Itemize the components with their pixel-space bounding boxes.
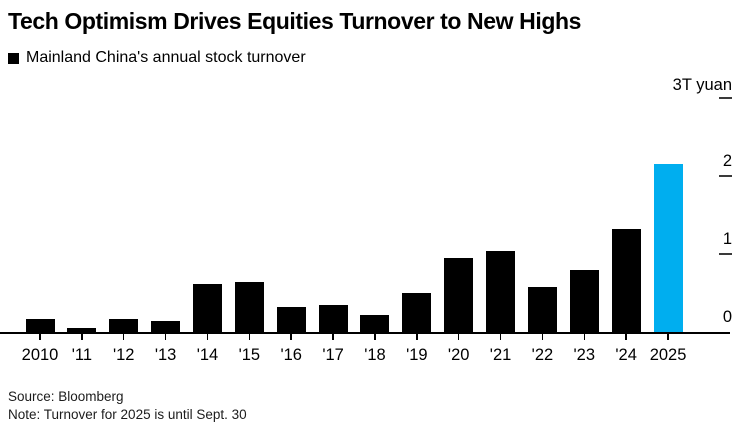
- x-tick-11: [81, 333, 83, 340]
- x-tick-16: [290, 333, 292, 340]
- note-text: Note: Turnover for 2025 is until Sept. 3…: [8, 407, 247, 422]
- bar-17: [318, 304, 348, 333]
- bar-15: [234, 281, 264, 333]
- x-tick-17: [332, 333, 334, 340]
- x-tick-13: [164, 333, 167, 340]
- x-label-23: '23: [573, 346, 596, 364]
- x-tick-19: [416, 333, 418, 340]
- x-label-18: '18: [364, 346, 386, 364]
- bar-19: [402, 293, 432, 333]
- y-axis-unit-label: 3T yuan: [672, 76, 732, 94]
- bar-18: [360, 315, 390, 333]
- footnotes: Source: Bloomberg Note: Turnover for 202…: [8, 388, 247, 424]
- bar-2025: [653, 163, 683, 333]
- x-tick-24: [625, 333, 627, 340]
- x-label-17: '17: [322, 346, 344, 364]
- x-tick-2010: [39, 333, 41, 340]
- x-tick-20: [457, 333, 460, 340]
- bar-21: [486, 251, 516, 333]
- x-label-19: '19: [406, 346, 428, 364]
- x-axis-line: [0, 332, 730, 334]
- bar-14: [192, 283, 222, 333]
- x-label-12: '12: [112, 346, 135, 364]
- bar-23: [569, 269, 599, 333]
- bar-16: [276, 307, 306, 333]
- x-tick-14: [206, 333, 209, 340]
- y-tick-dash-3: [719, 97, 732, 99]
- x-tick-22: [541, 333, 544, 340]
- legend-label: Mainland China's annual stock turnover: [26, 49, 306, 66]
- x-tick-18: [374, 333, 376, 340]
- source-text: Source: Bloomberg: [8, 389, 124, 404]
- legend: Mainland China's annual stock turnover: [8, 49, 306, 67]
- x-label-15: '15: [238, 346, 261, 364]
- x-label-16: '16: [280, 346, 302, 364]
- x-tick-2025: [667, 333, 669, 340]
- x-tick-21: [499, 333, 502, 340]
- x-label-21: '21: [489, 346, 512, 364]
- x-label-14: '14: [196, 346, 219, 364]
- y-tick-label-1: 1: [722, 230, 732, 248]
- x-label-20: '20: [447, 346, 470, 364]
- x-tick-12: [122, 333, 125, 340]
- x-label-2010: 2010: [21, 346, 59, 364]
- bar-11: [67, 327, 97, 333]
- chart-title: Tech Optimism Drives Equities Turnover t…: [8, 8, 582, 34]
- y-tick-label-2: 2: [722, 152, 732, 170]
- legend-swatch-icon: [8, 52, 19, 64]
- x-label-22: '22: [531, 346, 554, 364]
- bar-24: [611, 229, 641, 333]
- x-label-2025: 2025: [649, 346, 687, 364]
- bar-20: [444, 258, 474, 333]
- x-label-13: '13: [154, 346, 177, 364]
- x-label-11: '11: [71, 346, 92, 364]
- x-tick-15: [248, 333, 251, 340]
- x-tick-23: [583, 333, 586, 340]
- bar-2010: [25, 318, 55, 333]
- y-tick-label-0: 0: [722, 308, 732, 326]
- bar-22: [527, 286, 557, 333]
- bar-13: [151, 321, 181, 333]
- y-tick-dash-1: [719, 253, 732, 255]
- x-label-24: '24: [615, 346, 637, 364]
- bar-12: [109, 318, 139, 333]
- y-tick-dash-2: [719, 175, 732, 177]
